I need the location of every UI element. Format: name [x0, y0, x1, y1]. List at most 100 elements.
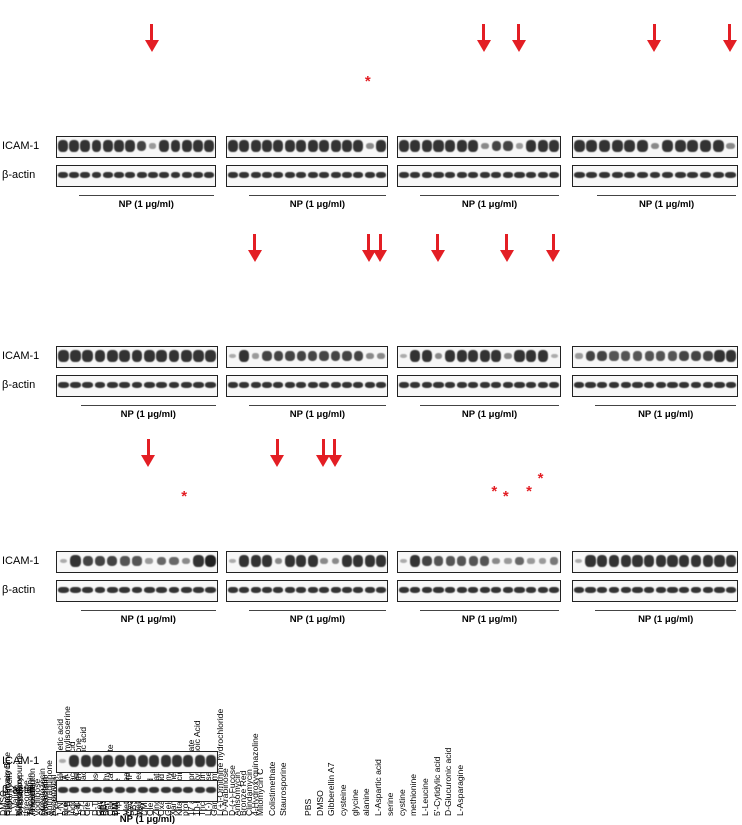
protein-band [679, 555, 690, 567]
protein-band [679, 350, 690, 362]
protein-band [714, 587, 725, 593]
protein-band [103, 787, 114, 793]
protein-band [342, 555, 352, 567]
protein-band [193, 555, 204, 567]
protein-band [205, 382, 217, 388]
np-treatment-label: NP (1 μg/ml) [118, 199, 174, 210]
protein-band [468, 172, 479, 178]
protein-band [537, 350, 548, 362]
protein-band [480, 142, 489, 150]
icam-blot [397, 551, 561, 573]
protein-band [632, 555, 643, 567]
protein-band [125, 140, 136, 152]
protein-band [712, 172, 724, 178]
protein-band [119, 556, 130, 566]
protein-band [342, 172, 352, 178]
icam-blot [572, 136, 738, 158]
protein-band [57, 172, 68, 178]
treatment-bracket [597, 195, 736, 196]
protein-band [296, 587, 307, 593]
protein-band [296, 172, 307, 178]
protein-band [398, 140, 409, 152]
icam-blot [397, 346, 561, 368]
protein-band [250, 140, 261, 152]
protein-band [585, 555, 596, 567]
protein-band [168, 587, 180, 593]
protein-band [149, 143, 157, 149]
protein-band [227, 172, 238, 178]
protein-band [410, 587, 421, 593]
protein-band [433, 556, 444, 566]
protein-band [549, 587, 560, 593]
protein-band [526, 382, 537, 388]
protein-band [699, 172, 711, 178]
protein-band [296, 382, 307, 388]
actin-row-label: β-actin [2, 584, 36, 596]
protein-band [319, 350, 329, 362]
protein-band [229, 353, 237, 359]
protein-band [514, 350, 525, 362]
protein-band [250, 587, 261, 593]
lane-label: L-Asparagine [455, 764, 466, 816]
red-star-icon: * [526, 483, 532, 501]
actin-row-label: β-actin [2, 379, 36, 391]
protein-band [479, 172, 490, 178]
protein-band [239, 382, 250, 388]
protein-band [377, 352, 386, 360]
treatment-bracket [420, 195, 559, 196]
protein-band [170, 172, 181, 178]
protein-band [57, 350, 69, 362]
actin-blot [572, 375, 738, 397]
protein-band [82, 382, 94, 388]
protein-band [180, 587, 192, 593]
protein-band [330, 382, 341, 388]
protein-band [92, 787, 102, 793]
protein-band [726, 587, 737, 593]
protein-band [514, 382, 525, 388]
protein-band [398, 172, 409, 178]
protein-band [114, 140, 124, 152]
protein-band [662, 172, 674, 178]
protein-band [82, 350, 94, 362]
protein-band [169, 556, 179, 566]
actin-blot [226, 375, 388, 397]
protein-band [632, 351, 643, 361]
protein-band [149, 787, 160, 793]
protein-band [160, 787, 171, 793]
protein-band [148, 172, 158, 178]
actin-row-label: β-actin [2, 169, 36, 181]
protein-band [575, 353, 583, 359]
protein-band [662, 140, 674, 152]
protein-band [204, 172, 215, 178]
protein-band [433, 172, 444, 178]
protein-band [632, 587, 643, 593]
protein-band [573, 140, 585, 152]
protein-band [712, 140, 724, 152]
protein-band [307, 587, 318, 593]
protein-band [80, 787, 91, 793]
protein-band [143, 350, 155, 362]
treatment-bracket [80, 610, 216, 611]
protein-band [620, 382, 631, 388]
protein-band [410, 140, 421, 152]
protein-band [59, 558, 67, 564]
icam-row-label: ICAM-1 [2, 350, 40, 362]
protein-band [398, 587, 409, 593]
protein-band [410, 382, 421, 388]
protein-band [398, 382, 409, 388]
np-treatment-label: NP (1 μg/ml) [289, 199, 346, 210]
protein-band [126, 787, 137, 793]
protein-band [702, 555, 713, 567]
protein-band [586, 172, 598, 178]
protein-band [585, 350, 596, 362]
protein-band [250, 555, 261, 567]
protein-band [726, 382, 737, 388]
protein-band [624, 140, 636, 152]
protein-band [69, 787, 80, 793]
protein-band [364, 587, 375, 593]
protein-band [353, 350, 364, 362]
red-star-icon: * [181, 488, 188, 505]
icam-blot [226, 136, 388, 158]
protein-band [119, 587, 131, 593]
protein-band [125, 172, 136, 178]
